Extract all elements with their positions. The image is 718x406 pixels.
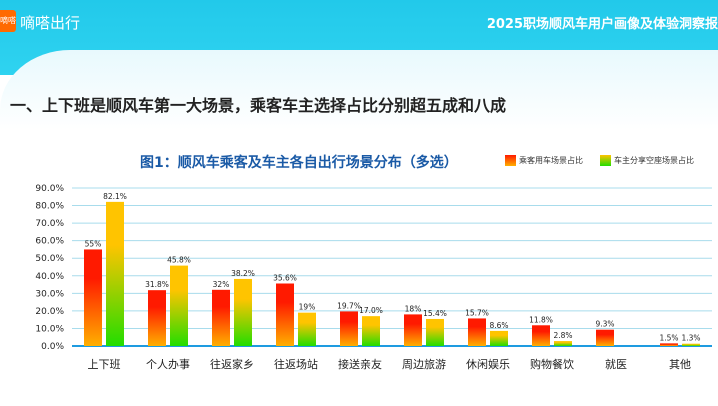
chart-title: 图1：顺风车乘客及车主各自出行场景分布（多选）: [140, 155, 458, 171]
bar: [532, 325, 550, 346]
bar: [340, 311, 358, 346]
bar: [660, 343, 678, 346]
bar: [276, 283, 294, 346]
bar: [106, 201, 124, 346]
legend-driver: 车主分享空座场景占比: [600, 155, 694, 166]
bar: [596, 329, 614, 346]
data-label: 2.8%: [553, 331, 572, 340]
y-tick-label: 0.0%: [41, 342, 64, 352]
x-tick-label: 往返场站: [274, 357, 318, 371]
y-tick-label: 40.0%: [35, 272, 64, 282]
data-label: 32%: [213, 280, 230, 289]
data-label: 9.3%: [595, 320, 614, 329]
data-label: 55%: [85, 239, 102, 248]
x-tick-label: 往返家乡: [210, 357, 254, 371]
x-tick-label: 就医: [605, 357, 627, 371]
y-tick-label: 30.0%: [35, 289, 64, 299]
x-tick-label: 购物餐饮: [530, 357, 574, 371]
data-label: 35.6%: [273, 274, 297, 283]
data-label: 45.8%: [167, 256, 191, 265]
data-label: 11.8%: [529, 315, 553, 324]
report-title: 2025职场顺风车用户画像及体验洞察报: [486, 17, 718, 32]
data-label: 1.5%: [659, 333, 678, 342]
y-tick-label: 60.0%: [35, 237, 64, 247]
y-tick-label: 10.0%: [35, 324, 64, 334]
bar: [554, 341, 572, 346]
brand-name: 嘀嗒出行: [20, 14, 81, 32]
y-tick-label: 50.0%: [35, 254, 64, 264]
bar: [148, 290, 166, 346]
data-label: 15.7%: [465, 308, 489, 317]
data-label: 31.8%: [145, 280, 169, 289]
x-tick-label: 休闲娱乐: [466, 357, 510, 371]
data-label: 1.3%: [681, 334, 700, 343]
data-label: 15.4%: [423, 309, 447, 318]
data-label: 38.2%: [231, 269, 255, 278]
y-tick-label: 70.0%: [35, 219, 64, 229]
data-label: 18%: [405, 304, 422, 313]
bar: [468, 318, 486, 346]
legend-swatch: [600, 155, 611, 166]
data-label: 8.6%: [489, 321, 508, 330]
data-label: 82.1%: [103, 192, 127, 201]
x-tick-label: 上下班: [88, 358, 121, 371]
bar: [170, 265, 188, 346]
y-tick-label: 90.0%: [35, 184, 64, 194]
bar: [84, 249, 102, 346]
bar: [212, 289, 230, 346]
data-label: 17.0%: [359, 306, 383, 315]
bar: [404, 314, 422, 346]
bar: [426, 318, 444, 346]
data-label: 19%: [299, 303, 316, 312]
data-label: 19.7%: [337, 301, 361, 310]
bar: [298, 312, 316, 346]
page-title: 一、上下班是顺风车第一大场景，乘客车主选择占比分别超五成和八成: [10, 96, 507, 115]
bar: [362, 316, 380, 346]
legend-label: 乘客用车场景占比: [519, 156, 583, 165]
bar: [490, 330, 508, 346]
x-tick-label: 周边旅游: [402, 357, 446, 371]
legend-label: 车主分享空座场景占比: [614, 156, 694, 165]
bar: [234, 278, 252, 346]
legend-swatch: [505, 155, 516, 166]
bar: [682, 343, 700, 346]
logo: 嘀嗒: [0, 10, 16, 32]
y-tick-label: 20.0%: [35, 307, 64, 317]
x-tick-label: 其他: [669, 358, 691, 371]
x-tick-label: 接送亲友: [338, 357, 382, 371]
x-tick-label: 个人办事: [146, 358, 190, 371]
legend-passenger: 乘客用车场景占比: [505, 155, 583, 166]
y-tick-label: 80.0%: [35, 202, 64, 212]
